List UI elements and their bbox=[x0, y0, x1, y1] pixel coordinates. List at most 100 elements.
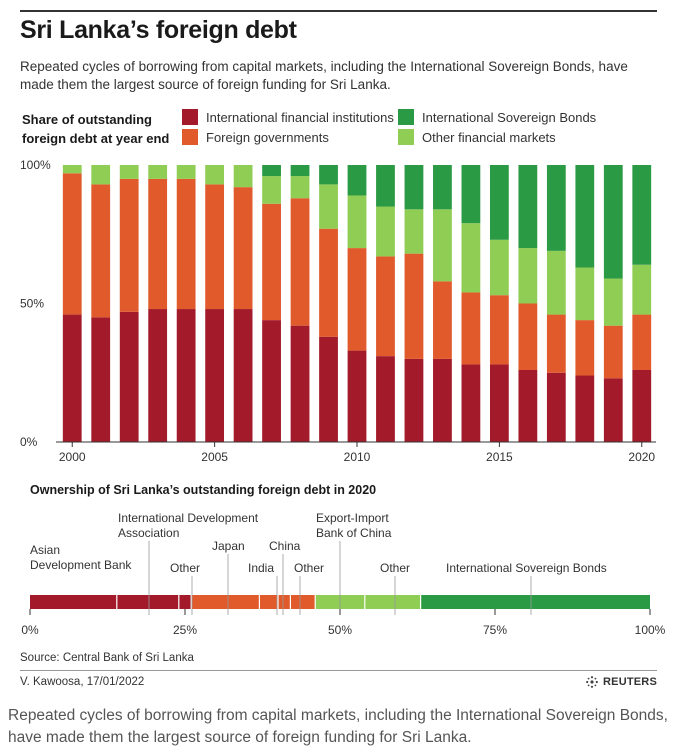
annotation-text: Other bbox=[294, 561, 324, 575]
annotation-text: India bbox=[248, 561, 274, 575]
ownership-segment bbox=[191, 595, 260, 609]
bar-group-2015 bbox=[489, 165, 509, 442]
bar-segment bbox=[91, 165, 111, 185]
bar-segment bbox=[433, 358, 452, 442]
ownership-x-tick-label: 75% bbox=[483, 623, 507, 637]
x-tick-label: 2005 bbox=[201, 450, 228, 464]
x-tick-label: 2015 bbox=[486, 450, 513, 464]
legend-item-ifi: International financial institutions bbox=[182, 109, 394, 125]
ownership-segment bbox=[290, 595, 316, 609]
bar-segment bbox=[319, 184, 338, 229]
bar-segment bbox=[632, 264, 652, 315]
legend-title: Share of outstanding foreign debt at yea… bbox=[22, 110, 182, 148]
ownership-x-tick-label: 25% bbox=[173, 623, 197, 637]
segment-annotation: Other bbox=[294, 561, 324, 615]
annotation-text: International Sovereign Bonds bbox=[446, 561, 607, 575]
bar-segment bbox=[262, 176, 281, 204]
source-note: Source: Central Bank of Sri Lanka bbox=[20, 652, 194, 664]
bar-segment bbox=[205, 309, 225, 442]
legend-item-isb: International Sovereign Bonds bbox=[398, 109, 596, 125]
segment-annotation: International Sovereign Bonds bbox=[446, 561, 607, 615]
bar-segment bbox=[461, 292, 481, 365]
bar-segment bbox=[632, 369, 652, 442]
bar-group-2006 bbox=[233, 165, 253, 442]
bar-segment bbox=[575, 267, 595, 321]
bar-segment bbox=[176, 165, 196, 179]
legend-title-line2: foreign debt at year end bbox=[22, 131, 170, 146]
legend-title-line1: Share of outstanding bbox=[22, 112, 152, 127]
bar-segment bbox=[119, 311, 139, 442]
ownership-segment bbox=[259, 595, 278, 609]
bar-segment bbox=[319, 336, 338, 442]
bar-group-2016 bbox=[518, 165, 538, 442]
ownership-segment bbox=[30, 595, 117, 609]
bar-segment bbox=[489, 165, 509, 240]
bar-segment bbox=[404, 165, 424, 210]
reuters-logo-icon bbox=[586, 676, 598, 688]
bar-segment bbox=[176, 178, 196, 310]
bar-group-2007 bbox=[262, 165, 281, 442]
segment-annotation: Japan bbox=[212, 539, 245, 615]
image-caption: Repeated cycles of borrowing from capita… bbox=[8, 707, 668, 746]
bar-segment bbox=[347, 350, 367, 442]
bar-segment bbox=[433, 165, 452, 210]
bar-segment bbox=[262, 320, 281, 442]
legend-item-other-markets: Other financial markets bbox=[398, 129, 556, 145]
bar-segment bbox=[376, 356, 395, 442]
y-tick-label: 0% bbox=[20, 435, 38, 449]
bar-segment bbox=[62, 165, 82, 174]
bar-segment bbox=[489, 239, 509, 296]
bar-group-2011 bbox=[376, 165, 395, 442]
legend-swatch-foreign-gov bbox=[182, 129, 198, 145]
reuters-brand: REUTERS bbox=[585, 675, 657, 689]
annotation-text: Association bbox=[118, 526, 179, 540]
bar-segment bbox=[62, 314, 82, 442]
bar-segment bbox=[489, 364, 509, 442]
chart-subtitle: Repeated cycles of borrowing from capita… bbox=[20, 59, 628, 92]
y-tick-label: 50% bbox=[20, 297, 44, 311]
bar-segment bbox=[91, 184, 111, 318]
legend-item-foreign-gov: Foreign governments bbox=[182, 129, 329, 145]
bar-group-2018 bbox=[575, 165, 595, 442]
bar-segment bbox=[347, 165, 367, 196]
annotation-text: Bank of China bbox=[316, 526, 392, 540]
bar-segment bbox=[546, 165, 566, 251]
bar-segment bbox=[290, 176, 310, 199]
bar-segment bbox=[376, 256, 395, 357]
bar-segment bbox=[546, 250, 566, 315]
annotation-text: Asian bbox=[30, 543, 60, 557]
bar-segment bbox=[603, 165, 623, 279]
legend-swatch-ifi bbox=[182, 109, 198, 125]
legend-label-ifi: International financial institutions bbox=[206, 109, 394, 125]
bar-segment bbox=[632, 165, 652, 265]
bar-group-2010 bbox=[347, 165, 367, 442]
bar-segment bbox=[575, 165, 595, 268]
bar-segment bbox=[404, 209, 424, 254]
bar-segment bbox=[319, 228, 338, 337]
segment-annotation: Other bbox=[170, 561, 200, 615]
bar-group-2004 bbox=[176, 165, 196, 442]
bar-segment bbox=[233, 309, 253, 442]
bottom-rule bbox=[20, 670, 657, 671]
segment-annotation: India bbox=[248, 561, 278, 615]
bar-group-2009 bbox=[319, 165, 338, 442]
bar-segment bbox=[433, 209, 452, 282]
bar-segment bbox=[262, 203, 281, 321]
bar-group-2020 bbox=[632, 165, 652, 442]
legend-label-foreign-gov: Foreign governments bbox=[206, 129, 329, 145]
bar-segment bbox=[518, 369, 538, 442]
x-tick-label: 2020 bbox=[628, 450, 655, 464]
bar-segment bbox=[546, 314, 566, 373]
ownership-segment bbox=[278, 595, 291, 609]
bar-segment bbox=[290, 198, 310, 326]
annotation-text: Other bbox=[170, 561, 200, 575]
ownership-x-tick-label: 100% bbox=[635, 623, 666, 637]
bar-group-2003 bbox=[148, 165, 168, 442]
bar-segment bbox=[433, 281, 452, 359]
bar-segment bbox=[233, 187, 253, 310]
ownership-segment bbox=[420, 595, 650, 609]
legend-label-isb: International Sovereign Bonds bbox=[422, 109, 597, 125]
legend-swatch-other-markets bbox=[398, 129, 414, 145]
